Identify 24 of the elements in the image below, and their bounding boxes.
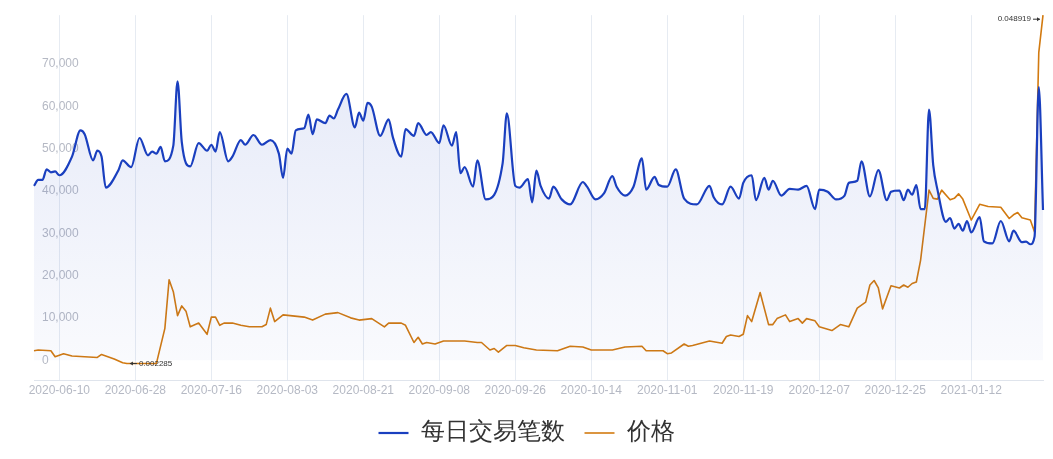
legend-label: 价格: [625, 417, 675, 446]
x-tick-label: 2020-10-14: [560, 383, 623, 398]
x-tick-label: 2020-08-21: [332, 383, 395, 398]
x-tick-label: 2020-09-26: [484, 383, 547, 398]
y-tick-label: 0: [42, 352, 49, 367]
x-tick-label: 2020-09-08: [408, 383, 471, 398]
x-tick-label: 2020-11-19: [713, 383, 774, 398]
y-tick-label: 60,000: [42, 98, 80, 113]
x-tick-label: 2020-12-07: [788, 383, 851, 398]
x-tick-label: 2020-11-01: [637, 383, 698, 398]
x-tick-label: 2021-01-12: [940, 383, 1003, 398]
x-tick-label: 2020-12-25: [864, 383, 927, 398]
y-tick-label: 70,000: [42, 56, 80, 71]
y-tick-label: 10,000: [42, 310, 80, 325]
x-tick-label: 2020-06-28: [104, 383, 167, 398]
x-tick-label: 2020-08-03: [256, 383, 319, 398]
y-tick-label: 40,000: [42, 183, 80, 198]
data-label: 0.002285: [138, 358, 173, 368]
legend-label: 每日交易笔数: [420, 417, 565, 446]
x-tick-label: 2020-07-16: [180, 383, 243, 398]
data-label: 0.048919: [997, 14, 1032, 24]
x-tick-label: 2020-06-10: [28, 383, 91, 398]
y-tick-label: 20,000: [42, 267, 80, 282]
y-tick-label: 30,000: [42, 225, 80, 240]
